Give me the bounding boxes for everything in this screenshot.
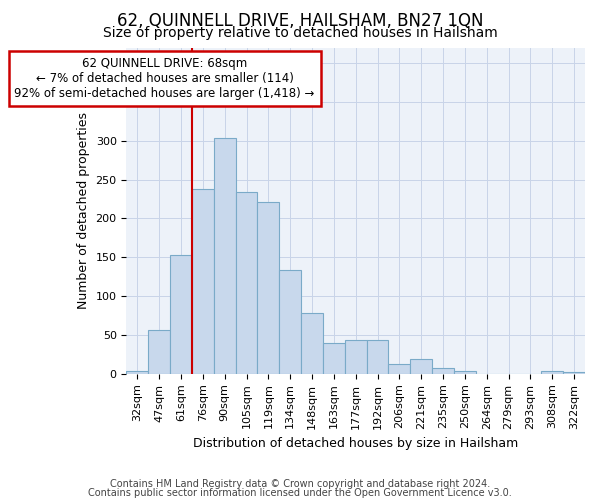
Bar <box>541 372 563 374</box>
Bar <box>279 270 301 374</box>
Text: Contains public sector information licensed under the Open Government Licence v3: Contains public sector information licen… <box>88 488 512 498</box>
Bar <box>301 313 323 374</box>
Bar <box>192 189 214 374</box>
Bar <box>148 330 170 374</box>
X-axis label: Distribution of detached houses by size in Hailsham: Distribution of detached houses by size … <box>193 437 518 450</box>
Bar <box>388 364 410 374</box>
Bar <box>432 368 454 374</box>
Bar <box>257 202 279 374</box>
Bar <box>236 192 257 374</box>
Bar <box>345 340 367 374</box>
Text: 62, QUINNELL DRIVE, HAILSHAM, BN27 1QN: 62, QUINNELL DRIVE, HAILSHAM, BN27 1QN <box>117 12 483 30</box>
Text: Contains HM Land Registry data © Crown copyright and database right 2024.: Contains HM Land Registry data © Crown c… <box>110 479 490 489</box>
Text: 62 QUINNELL DRIVE: 68sqm
← 7% of detached houses are smaller (114)
92% of semi-d: 62 QUINNELL DRIVE: 68sqm ← 7% of detache… <box>14 57 315 100</box>
Bar <box>127 370 148 374</box>
Bar <box>454 370 476 374</box>
Bar <box>410 359 432 374</box>
Bar <box>170 255 192 374</box>
Bar <box>214 138 236 374</box>
Bar <box>563 372 585 374</box>
Text: Size of property relative to detached houses in Hailsham: Size of property relative to detached ho… <box>103 26 497 40</box>
Bar <box>323 342 345 374</box>
Y-axis label: Number of detached properties: Number of detached properties <box>77 112 90 309</box>
Bar <box>367 340 388 374</box>
